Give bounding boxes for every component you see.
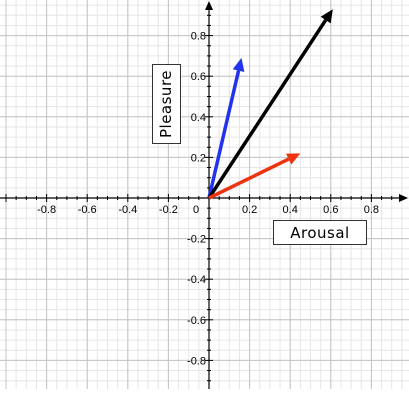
- vector-3-arrowhead-icon: [286, 153, 301, 165]
- x-axis-label: Arousal: [290, 223, 350, 242]
- x-tick-label: 0.6: [323, 204, 338, 216]
- x-tick-label: 0.8: [364, 204, 379, 216]
- y-axis-label: Pleasure: [157, 69, 176, 139]
- vector-3-shaft: [208, 157, 290, 200]
- x-tick-label: 0.4: [283, 204, 298, 216]
- x-axis-arrow-icon: [399, 194, 408, 202]
- y-tick-label: -0.8: [187, 355, 206, 367]
- y-tick-label: 0.6: [191, 71, 206, 83]
- y-tick-label: 0.2: [191, 152, 206, 164]
- x-tick-label: 0: [193, 204, 199, 216]
- y-axis-arrow-icon: [205, 1, 213, 10]
- vector-2-shaft: [207, 19, 328, 199]
- y-axis-label-box: Pleasure: [152, 64, 181, 144]
- x-tick-label: -0.6: [78, 204, 97, 216]
- x-tick-label: 0.2: [242, 204, 257, 216]
- y-tick-label: -0.6: [187, 315, 206, 327]
- x-tick-label: -0.4: [118, 204, 137, 216]
- x-tick-label: -0.8: [37, 204, 56, 216]
- x-axis-label-box: Arousal: [273, 220, 367, 245]
- vectors: [207, 9, 333, 200]
- vector-1-arrowhead-icon: [232, 57, 245, 72]
- y-tick-label: -0.4: [187, 274, 206, 286]
- tick-labels: -0.8 -0.6 -0.4 -0.2 0 0.2 0.4 0.6 0.8 0.8 0.6 0.4 0.…: [37, 31, 379, 368]
- vector-2-arrowhead-icon: [320, 9, 333, 24]
- y-tick-label: -0.2: [187, 234, 206, 246]
- vector-1-shaft: [207, 70, 241, 199]
- y-tick-label: 0.8: [191, 31, 206, 43]
- y-tick-label: 0.4: [191, 112, 206, 124]
- x-tick-label: -0.2: [159, 204, 178, 216]
